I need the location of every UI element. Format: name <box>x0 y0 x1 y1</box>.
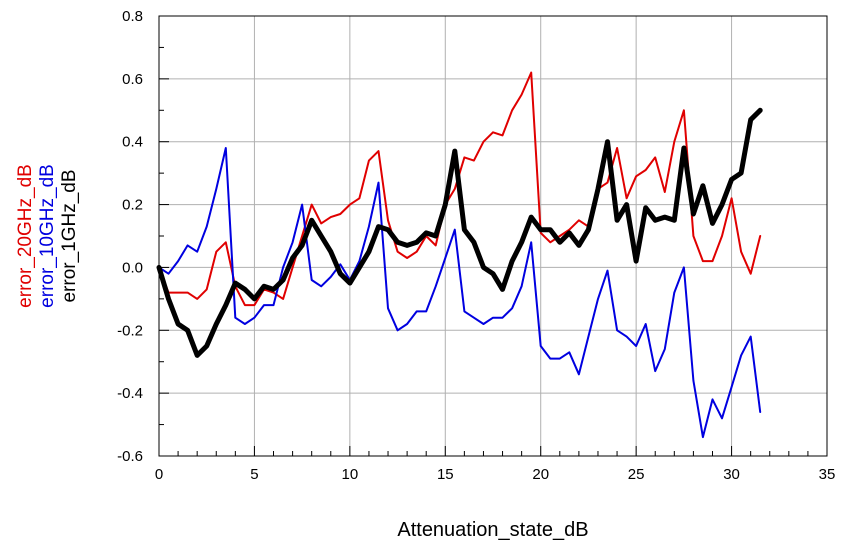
y-tick-label: 0.4 <box>122 134 143 151</box>
series-line-error-10ghz-db <box>158 147 762 439</box>
y-tick-labels: -0.6 -0.4 -0.2 0.0 0.2 0.4 0.6 0.8 <box>117 8 143 465</box>
x-tick-label: 20 <box>532 466 549 483</box>
y-tick-label: 0.8 <box>122 8 143 25</box>
grid-lines <box>159 16 827 456</box>
x-tick-label: 0 <box>155 466 163 483</box>
axis-ticks <box>158 15 828 457</box>
x-tick-label: 10 <box>342 466 359 483</box>
legend-label-error-20ghz: error_20GHz_dB <box>15 164 36 308</box>
x-tick-label: 15 <box>437 466 454 483</box>
y-tick-label: 0.2 <box>122 197 143 214</box>
x-tick-label: 25 <box>628 466 645 483</box>
x-axis-title: Attenuation_state_dB <box>397 519 588 541</box>
y-tick-label: 0.0 <box>122 259 143 276</box>
series-lines <box>156 71 763 439</box>
y-tick-label: -0.6 <box>117 448 143 465</box>
series-line-error-1ghz-db <box>156 107 763 358</box>
x-tick-label: 30 <box>723 466 740 483</box>
legend: error_20GHz_dB error_10GHz_dB error_1GHz… <box>15 164 80 308</box>
x-tick-labels: 0 5 10 15 20 25 30 35 <box>155 466 836 483</box>
y-tick-label: 0.6 <box>122 71 143 88</box>
legend-label-error-10ghz: error_10GHz_dB <box>37 164 58 308</box>
plot-frame <box>158 15 828 457</box>
y-tick-label: -0.2 <box>117 322 143 339</box>
y-tick-label: -0.4 <box>117 385 143 402</box>
legend-label-error-1ghz: error_1GHz_dB <box>59 169 80 302</box>
x-tick-label: 35 <box>819 466 836 483</box>
x-tick-label: 5 <box>250 466 258 483</box>
